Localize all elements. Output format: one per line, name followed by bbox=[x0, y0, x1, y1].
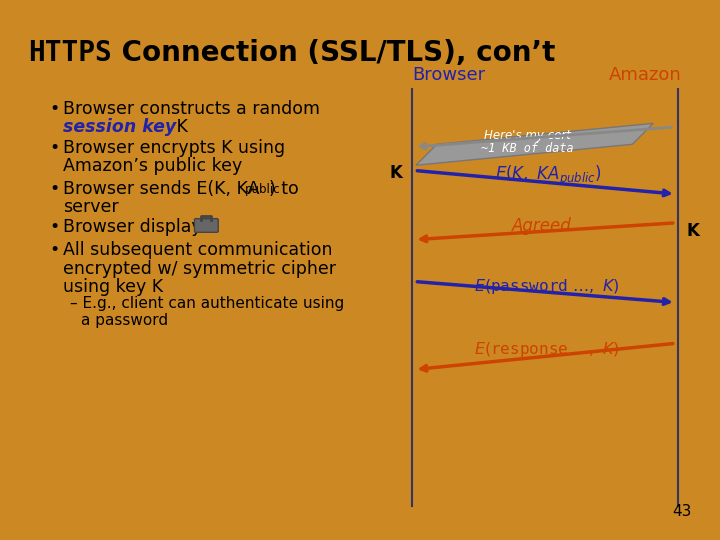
Text: •: • bbox=[49, 180, 60, 198]
Text: ) to: ) to bbox=[269, 180, 299, 198]
Text: public: public bbox=[245, 183, 280, 196]
Text: session key: session key bbox=[63, 118, 176, 136]
Polygon shape bbox=[416, 123, 653, 165]
Text: 43: 43 bbox=[672, 504, 692, 519]
Text: Amazon’s public key: Amazon’s public key bbox=[63, 157, 243, 176]
Text: encrypted w/ symmetric cipher: encrypted w/ symmetric cipher bbox=[63, 260, 336, 278]
Text: All subsequent communication: All subsequent communication bbox=[63, 241, 333, 259]
Text: $E(\mathtt{response}\ \ldots,\ K)$: $E(\mathtt{response}\ \ldots,\ K)$ bbox=[474, 340, 620, 359]
Text: K: K bbox=[171, 118, 189, 136]
Text: Amazon: Amazon bbox=[608, 66, 681, 84]
Text: ~1 KB of data: ~1 KB of data bbox=[481, 142, 574, 155]
Text: Browser: Browser bbox=[413, 66, 485, 84]
Text: a password: a password bbox=[81, 313, 168, 328]
Text: $E(K,\ KA_{public})$: $E(K,\ KA_{public})$ bbox=[495, 164, 602, 188]
Text: using key K: using key K bbox=[63, 278, 163, 296]
Text: Browser displays: Browser displays bbox=[63, 218, 217, 235]
Text: Connection (SSL/TLS), con’t: Connection (SSL/TLS), con’t bbox=[112, 39, 555, 66]
Text: Browser constructs a random: Browser constructs a random bbox=[63, 100, 325, 118]
Text: •: • bbox=[49, 241, 60, 259]
Text: Agreed: Agreed bbox=[512, 217, 572, 235]
Text: Browser sends E(K, KA: Browser sends E(K, KA bbox=[63, 180, 260, 198]
Text: K: K bbox=[389, 164, 402, 182]
Text: $E(\mathtt{password}\ \ldots,\ K)$: $E(\mathtt{password}\ \ldots,\ K)$ bbox=[474, 277, 620, 296]
Text: K: K bbox=[686, 222, 699, 240]
Text: – E.g., client can authenticate using: – E.g., client can authenticate using bbox=[70, 296, 344, 311]
Text: HTTPS: HTTPS bbox=[28, 39, 112, 66]
Text: •: • bbox=[49, 100, 60, 118]
Text: •: • bbox=[49, 139, 60, 157]
Text: •: • bbox=[49, 218, 60, 235]
FancyBboxPatch shape bbox=[194, 219, 218, 232]
Text: server: server bbox=[63, 198, 119, 215]
Text: Browser encrypts K using: Browser encrypts K using bbox=[63, 139, 285, 157]
Text: Here's my cert: Here's my cert bbox=[484, 130, 571, 143]
